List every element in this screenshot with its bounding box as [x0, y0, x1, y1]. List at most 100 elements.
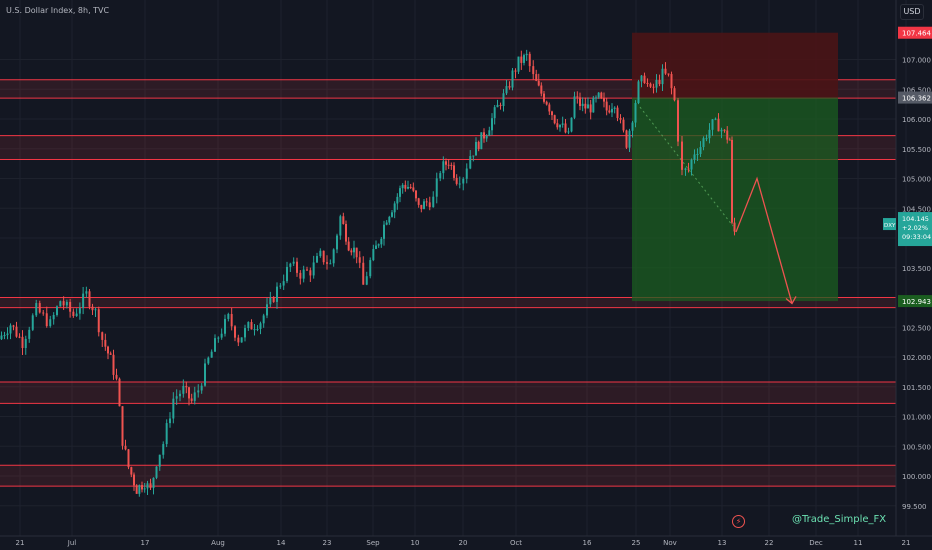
y-tick-label: 102.000: [902, 354, 931, 362]
candle-body: [611, 108, 613, 113]
candle-body: [649, 83, 652, 87]
candle-body: [477, 141, 480, 150]
candle-body: [256, 328, 259, 330]
candle-body: [453, 165, 455, 178]
candle-body: [3, 335, 6, 337]
candle-body: [592, 97, 595, 113]
candle-body: [465, 168, 468, 179]
candle-body: [149, 483, 152, 489]
candle-body: [253, 329, 256, 331]
candle-body: [415, 190, 417, 199]
candle-body: [608, 110, 611, 113]
candle-body: [702, 138, 705, 148]
candle-body: [581, 103, 584, 107]
candle-body: [493, 107, 496, 119]
y-tick-label: 101.000: [902, 414, 931, 422]
candle-body: [681, 141, 683, 170]
candle-body: [502, 93, 505, 106]
candle-body: [407, 186, 409, 189]
candle-body: [687, 168, 690, 170]
x-tick-label: 14: [277, 539, 286, 547]
candle-body: [24, 338, 27, 349]
candle-body: [417, 198, 420, 205]
candle-body: [289, 263, 292, 267]
candle-body: [625, 130, 628, 148]
candle-body: [561, 123, 564, 125]
candle-body: [124, 445, 127, 450]
x-tick-label: 17: [141, 539, 150, 547]
trade-dotted-line: [639, 106, 734, 227]
candle-body: [404, 184, 407, 189]
candle-body: [204, 363, 206, 386]
trade-setup: [632, 32, 838, 302]
candle-body: [217, 337, 220, 339]
candle-body: [175, 396, 178, 399]
candle-body: [350, 250, 353, 253]
candle-body: [532, 66, 535, 75]
y-tick-label: 102.500: [902, 324, 931, 332]
candle-body: [525, 53, 528, 56]
candle-body: [375, 245, 377, 249]
currency-button[interactable]: USD: [900, 4, 924, 20]
candle-body: [197, 390, 200, 393]
candle-body: [535, 74, 538, 81]
candle-body: [97, 309, 100, 333]
candle-body: [388, 216, 391, 223]
projection-line: [735, 176, 793, 304]
candle-body: [262, 315, 265, 324]
x-axis[interactable]: 21 Jul 17 Aug 14 23 Sep 10 20 Oct 16 25 Nov 13 22 Dec 11…: [16, 539, 911, 547]
candle-body: [312, 262, 315, 276]
candle-body: [101, 332, 104, 340]
target-price-label-bg: [898, 295, 932, 308]
candle-body: [469, 156, 472, 169]
candle-body: [699, 147, 702, 154]
current-price-line: 104.145: [902, 215, 929, 223]
candle-body: [279, 285, 282, 287]
candle-body: [0, 335, 3, 340]
candle-body: [584, 103, 587, 109]
y-tick-label: 105.000: [902, 176, 931, 184]
x-tick-label: Oct: [510, 539, 522, 547]
candle-body: [296, 261, 298, 273]
candle-body: [401, 184, 404, 189]
candle-body: [133, 474, 135, 486]
current-price-line: 09:33:04: [902, 233, 931, 241]
candle-body: [420, 204, 423, 210]
candle-body: [282, 281, 285, 286]
candle-body: [570, 117, 573, 132]
candle-body: [146, 483, 149, 489]
candle-body: [383, 224, 385, 239]
candle-body: [711, 119, 714, 130]
candle-body: [115, 374, 118, 379]
candle-body: [369, 260, 372, 277]
candle-body: [292, 261, 295, 264]
candle-body: [342, 216, 345, 224]
candle-body: [214, 338, 216, 352]
candle-body: [172, 398, 175, 419]
candle-body: [505, 86, 508, 94]
candle-body: [717, 118, 720, 132]
candle-body: [56, 306, 58, 315]
candle-body: [244, 328, 246, 338]
candle-body: [62, 301, 65, 306]
zone-fill: [0, 297, 896, 308]
candle-body: [365, 276, 368, 285]
lightning-icon[interactable]: ⚡: [732, 515, 745, 528]
candle-body: [573, 96, 576, 118]
candle-body: [455, 177, 458, 184]
y-tick-label: 100.500: [902, 443, 931, 451]
candle-body: [69, 301, 72, 312]
candle-body: [462, 178, 465, 184]
candle-body: [545, 101, 548, 105]
candle-body: [597, 92, 600, 98]
candle-body: [396, 196, 399, 204]
candle-body: [237, 337, 240, 343]
y-tick-label: 101.500: [902, 384, 931, 392]
candle-body: [393, 203, 396, 213]
candle-body: [622, 119, 625, 131]
candle-body: [514, 70, 517, 72]
candle-body: [109, 353, 112, 355]
candle-body: [616, 107, 619, 119]
candle-body: [118, 378, 121, 407]
